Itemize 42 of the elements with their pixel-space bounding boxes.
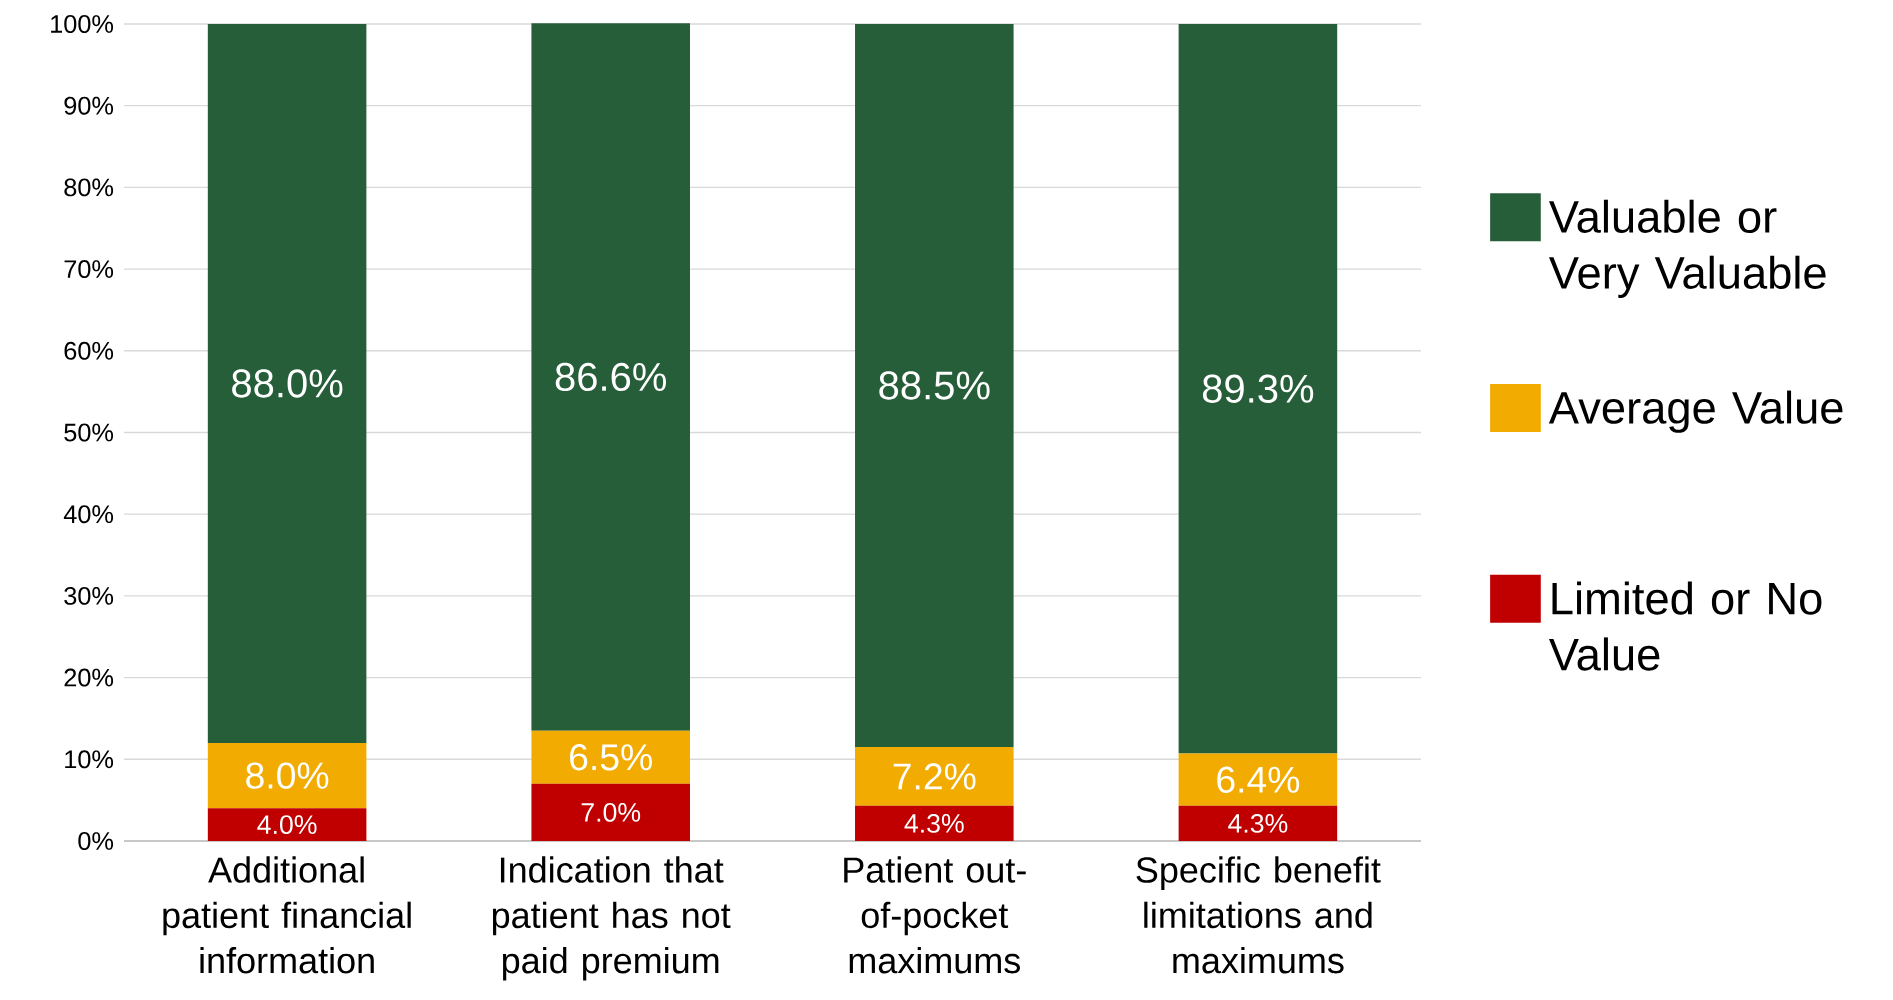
y-tick-label: 40% <box>63 505 114 524</box>
y-tick-label: 50% <box>64 423 114 442</box>
legend-label: Limited or No Value <box>1549 581 1822 671</box>
data-label: 4.3% <box>1228 813 1288 833</box>
bar <box>1178 805 1338 841</box>
bar <box>207 742 367 809</box>
data-label: 8.0% <box>246 762 329 789</box>
bar <box>855 805 1014 841</box>
bar <box>531 730 690 784</box>
data-label: 86.6% <box>555 362 666 392</box>
y-tick-label: 90% <box>64 96 114 115</box>
y-tick-label: 0% <box>78 832 114 850</box>
bar <box>855 23 1014 748</box>
x-tick-label: Additional patient financial information <box>163 856 411 974</box>
data-label: 4.0% <box>257 815 317 835</box>
y-tick-label: 100% <box>51 15 114 33</box>
data-label: 88.5% <box>879 371 990 400</box>
y-tick-label: 10% <box>65 750 114 769</box>
y-tick-label: 20% <box>64 668 114 687</box>
bar <box>855 747 1014 806</box>
data-label: 7.2% <box>893 763 976 790</box>
bar <box>207 808 367 841</box>
data-label: 4.3% <box>904 813 964 833</box>
bar <box>1178 23 1338 754</box>
bar <box>1178 753 1338 806</box>
bar <box>207 23 367 743</box>
data-label: 89.3% <box>1202 374 1314 403</box>
legend-label: Valuable or Very Valuable <box>1549 199 1826 298</box>
bar <box>531 783 690 841</box>
y-tick-label: 80% <box>64 178 114 197</box>
y-tick-label: 30% <box>64 586 114 605</box>
bar <box>531 23 690 731</box>
x-tick-label: Indication that patient has not paid premium <box>492 856 731 981</box>
x-tick-label: Patient out-of-pocket maximums <box>844 856 1026 974</box>
y-tick-label: 60% <box>64 341 114 360</box>
data-label: 6.4% <box>1217 766 1300 793</box>
data-label: 7.0% <box>581 802 641 822</box>
x-tick-label: Specific benefit limitations and maximums <box>1136 856 1381 974</box>
legend-label: Average Value <box>1548 390 1843 433</box>
data-label: 88.0% <box>232 369 343 398</box>
y-tick-label: 70% <box>64 260 114 279</box>
data-label: 6.5% <box>570 744 652 771</box>
